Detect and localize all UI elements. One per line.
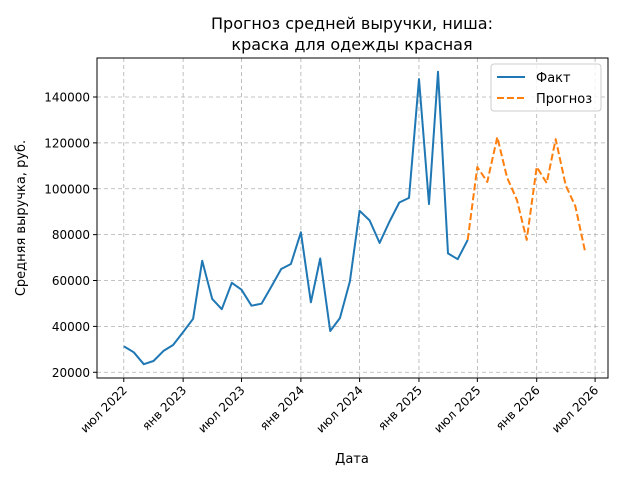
y-tick-label: 40000 (52, 320, 90, 334)
y-tick-label: 60000 (52, 274, 90, 288)
y-tick-label: 20000 (52, 366, 90, 380)
plot-frame (96, 57, 609, 379)
legend-box (490, 63, 602, 112)
y-tick-label: 120000 (44, 136, 90, 150)
y-axis-label: Средняя выручка, руб. (14, 140, 29, 296)
series-line-fact (123, 70, 469, 366)
chart-title-line-1: Прогноз средней выручки, ниша: (211, 14, 493, 33)
x-axis-label: Дата (335, 452, 369, 467)
legend-label-fact: Факт (536, 71, 571, 86)
chart-title-line-2: краска для одежды красная (231, 35, 472, 54)
legend-label-forecast: Прогноз (536, 92, 592, 107)
y-tick-label: 100000 (44, 182, 90, 196)
series-layer (123, 70, 587, 366)
y-tick-label: 140000 (44, 90, 90, 104)
y-tick-label: 80000 (52, 228, 90, 242)
grid (97, 58, 608, 378)
legend: Факт Прогноз (490, 63, 602, 112)
series-line-forecast (466, 136, 587, 254)
